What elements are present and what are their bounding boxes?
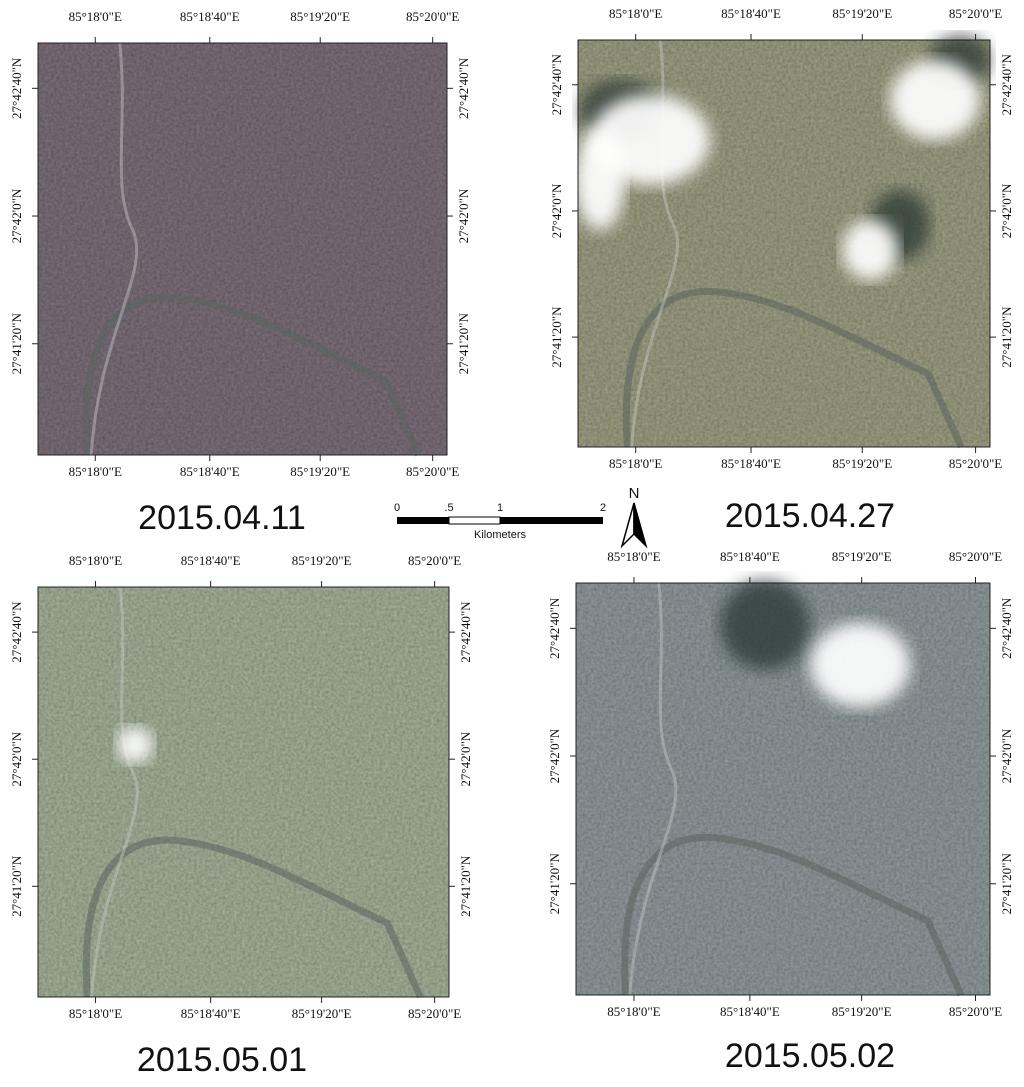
road (89, 586, 139, 998)
left-coordinate: 27°42'0"N (547, 728, 562, 783)
right-coordinate: 27°42'40"N (999, 54, 1014, 116)
bottom-coordinate: 85°20'0"E (408, 1006, 461, 1021)
top-coordinate: 85°18'40"E (180, 9, 240, 24)
left-coordinate: 27°41'20"N (547, 853, 562, 915)
top-coordinate: 85°18'0"E (607, 549, 660, 564)
scale-tick: .5 (444, 502, 453, 514)
scale-bar: 0 .5 1 2 Kilometers (394, 502, 606, 541)
top-coordinate: 85°18'40"E (720, 549, 780, 564)
bottom-coordinate: 85°19'20"E (292, 1006, 352, 1021)
cloud-shadow (720, 580, 810, 670)
cloud (810, 623, 910, 707)
satellite-image (38, 43, 447, 455)
river (82, 836, 424, 999)
left-coordinate: 27°42'40"N (9, 57, 24, 119)
left-coordinate: 27°42'40"N (549, 54, 564, 116)
top-coordinate: 85°18'0"E (69, 553, 122, 568)
image-frame (577, 39, 991, 448)
north-label: N (629, 485, 640, 502)
top-coordinate: 85°19'20"E (292, 553, 352, 568)
image-date: 2015.04.27 (725, 497, 895, 535)
left-coordinate: 27°42'0"N (549, 183, 564, 238)
cloud (890, 60, 980, 140)
road (628, 582, 678, 996)
left-coordinate: 27°41'20"N (9, 855, 24, 917)
right-coordinate: 27°41'20"N (456, 313, 471, 375)
bottom-coordinate: 85°18'40"E (721, 456, 781, 471)
image-date: 2015.04.11 (138, 499, 306, 537)
right-coordinate: 27°42'40"N (999, 597, 1014, 659)
bottom-coordinate: 85°20'0"E (949, 456, 1002, 471)
top-coordinate: 85°19'20"E (832, 6, 892, 21)
scale-tick: 2 (600, 502, 606, 514)
right-coordinate: 27°42'0"N (456, 188, 471, 243)
bottom-coordinate: 85°18'40"E (180, 464, 240, 479)
right-coordinate: 27°42'40"N (458, 601, 473, 663)
right-coordinate: 27°41'20"N (458, 855, 473, 917)
river (622, 287, 965, 449)
left-coordinate: 27°42'0"N (9, 188, 24, 243)
bottom-coordinate: 85°18'0"E (69, 464, 122, 479)
image-date: 2015.05.01 (137, 1041, 307, 1079)
bottom-coordinate: 85°18'0"E (69, 1006, 122, 1021)
left-coordinate: 27°42'40"N (547, 597, 562, 659)
right-coordinate: 27°42'40"N (456, 57, 471, 119)
scale-tick: 0 (394, 502, 400, 514)
cloud (575, 130, 625, 230)
left-coordinate: 27°41'20"N (9, 313, 24, 375)
bottom-coordinate: 85°20'0"E (406, 464, 459, 479)
right-coordinate: 27°42'0"N (999, 728, 1014, 783)
top-coordinate: 85°19'20"E (290, 9, 350, 24)
left-coordinate: 27°42'0"N (9, 731, 24, 786)
road (89, 42, 139, 456)
top-coordinate: 85°20'0"E (949, 549, 1002, 564)
top-coordinate: 85°18'0"E (609, 6, 662, 21)
bottom-coordinate: 85°18'40"E (720, 1004, 780, 1019)
right-coordinate: 27°42'0"N (458, 731, 473, 786)
map-panel: 85°18'0"E 85°18'40"E 85°19'20"E 85°20'0"E 85… (547, 549, 1014, 1075)
north-arrow: N (620, 485, 648, 549)
right-coordinate: 27°42'0"N (999, 183, 1014, 238)
bottom-coordinate: 85°18'0"E (609, 456, 662, 471)
right-coordinate: 27°41'20"N (999, 853, 1014, 915)
image-frame (575, 582, 991, 996)
top-coordinate: 85°18'40"E (181, 553, 241, 568)
top-coordinate: 85°20'0"E (949, 6, 1002, 21)
bottom-coordinate: 85°18'40"E (181, 1006, 241, 1021)
bottom-coordinate: 85°19'20"E (290, 464, 350, 479)
top-coordinate: 85°18'0"E (69, 9, 122, 24)
image-frame (37, 42, 448, 456)
scale-tick: 1 (497, 502, 503, 514)
cloud (117, 727, 153, 763)
bottom-coordinate: 85°18'0"E (607, 1004, 660, 1019)
map-panel: 85°18'0"E 85°18'40"E 85°19'20"E 85°20'0"E 85… (9, 553, 473, 1079)
top-coordinate: 85°20'0"E (406, 9, 459, 24)
map-panel: 85°18'0"E 85°18'40"E 85°19'20"E 85°20'0"E 85… (549, 6, 1014, 535)
left-coordinate: 27°42'40"N (9, 601, 24, 663)
left-coordinate: 27°41'20"N (549, 306, 564, 368)
image-frame (37, 586, 450, 998)
top-coordinate: 85°19'20"E (832, 549, 892, 564)
top-coordinate: 85°20'0"E (408, 553, 461, 568)
satellite-image (38, 587, 449, 997)
river (621, 833, 965, 997)
river (82, 293, 422, 457)
top-coordinate: 85°18'40"E (721, 6, 781, 21)
image-date: 2015.05.02 (725, 1037, 895, 1075)
bottom-coordinate: 85°19'20"E (832, 456, 892, 471)
cloud (842, 220, 898, 280)
bottom-coordinate: 85°19'20"E (832, 1004, 892, 1019)
map-panel: 85°18'0"E 85°18'40"E 85°19'20"E 85°20'0"E 85… (9, 9, 471, 537)
scale-unit: Kilometers (474, 529, 526, 541)
bottom-coordinate: 85°20'0"E (949, 1004, 1002, 1019)
right-coordinate: 27°41'20"N (999, 306, 1014, 368)
